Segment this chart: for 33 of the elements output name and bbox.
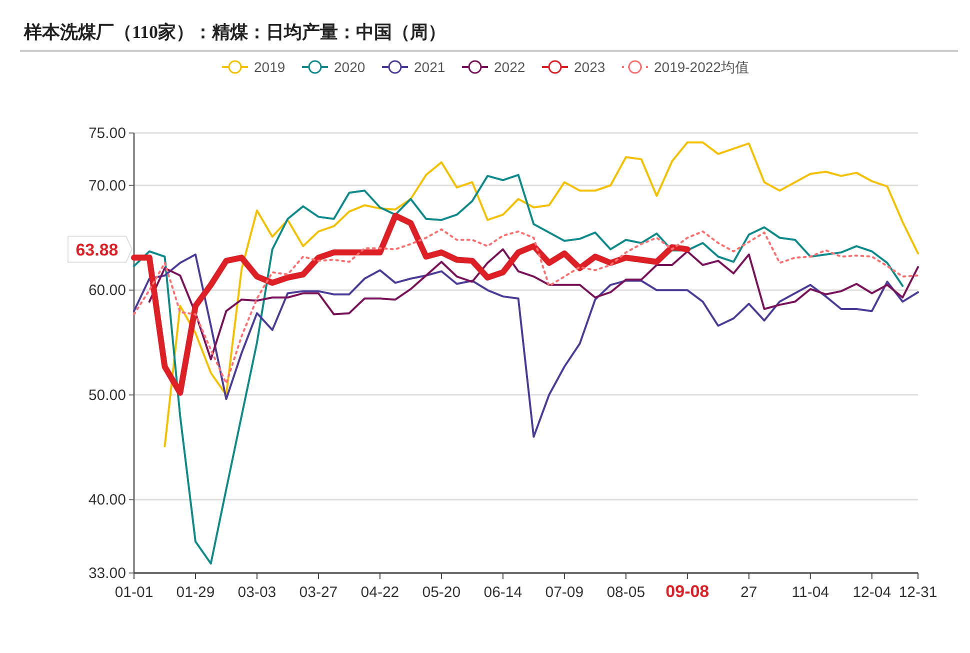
text: 63.88 <box>76 240 118 260</box>
legend-label: 2020 <box>334 59 366 75</box>
y-tick-label: 33.00 <box>88 565 126 582</box>
x-tick-label: 01-29 <box>176 584 215 601</box>
chart-title: 样本洗煤厂（110家）：精煤：日均产量：中国（周） <box>23 22 446 42</box>
y-tick-label: 75.00 <box>88 125 126 142</box>
x-tick-label: 04-22 <box>360 584 400 601</box>
legend-label: 2022 <box>494 59 526 75</box>
x-tick-label: 12-04 <box>852 584 892 601</box>
legend-label: 2023 <box>574 59 606 75</box>
legend-label: 2019 <box>254 59 286 75</box>
y-tick-label: 60.00 <box>88 282 126 300</box>
line-series <box>148 248 919 360</box>
x-tick-label: 07-09 <box>545 584 584 601</box>
y-tick-label: 40.00 <box>88 492 126 509</box>
x-tick-label: 08-05 <box>606 584 646 601</box>
x-tick-label: 12-31 <box>898 584 938 601</box>
legend-label: 2019-2022均值 <box>654 59 749 75</box>
line-series <box>133 174 904 565</box>
x-tick-label: 11-04 <box>792 584 830 601</box>
y-tick-label: 70.00 <box>88 177 126 194</box>
x-tick-label: 05-20 <box>422 584 461 601</box>
x-tick-label: 03-03 <box>238 584 276 601</box>
y-tick-label: 50.00 <box>88 386 126 404</box>
x-tick-label: 03-27 <box>299 584 338 601</box>
x-tick-label: 06-14 <box>484 584 522 601</box>
line-series <box>133 254 919 438</box>
x-tick-label: 09-08 <box>666 582 710 601</box>
line-series <box>164 141 919 448</box>
legend-label: 2021 <box>414 59 446 75</box>
line-series <box>133 228 919 384</box>
x-tick-label: 27 <box>740 584 758 601</box>
x-tick-label: 01-01 <box>114 584 154 601</box>
